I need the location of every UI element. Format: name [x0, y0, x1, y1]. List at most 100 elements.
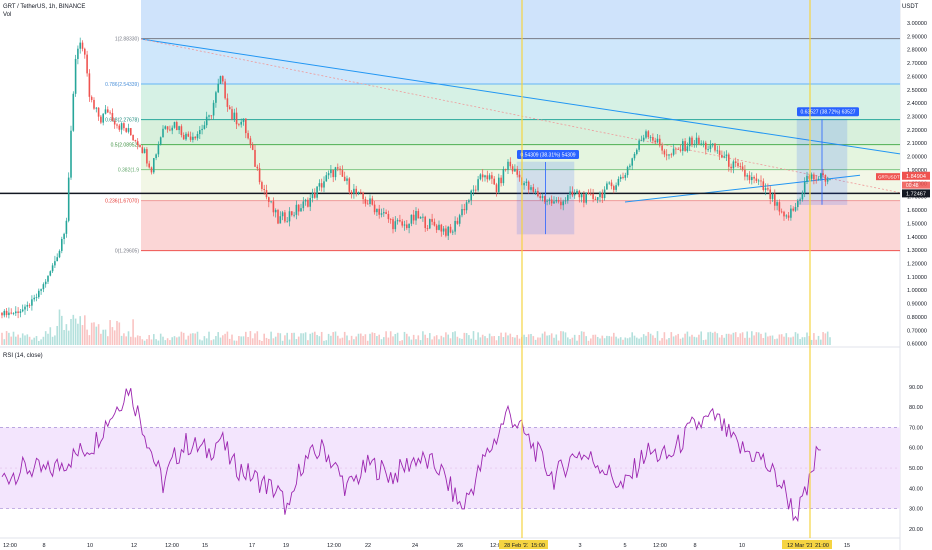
- time-highlight-label: 15:00: [531, 543, 545, 549]
- volume-bar: [475, 339, 477, 345]
- fib-level-label: 1(2.88330): [115, 37, 140, 43]
- candle-body: [251, 144, 254, 150]
- volume-bar: [288, 339, 291, 345]
- candle-body: [633, 154, 636, 159]
- volume-bar: [553, 337, 555, 345]
- volume-bar: [732, 332, 735, 345]
- fib-zone-above: [141, 0, 900, 39]
- candle-body: [350, 191, 353, 194]
- volume-bar: [801, 337, 804, 345]
- rsi-tick-label: 50.00: [909, 466, 923, 472]
- volume-bar: [226, 331, 229, 345]
- volume-bar: [249, 331, 252, 345]
- candle-body: [613, 186, 615, 190]
- volume-bar: [548, 335, 551, 345]
- candle-body: [672, 148, 675, 155]
- candle-body: [500, 177, 502, 184]
- volume-bar: [675, 335, 677, 345]
- volume-legend[interactable]: Vol: [3, 12, 12, 18]
- volume-bar: [698, 334, 700, 345]
- candle-body: [553, 201, 555, 204]
- volume-bar: [412, 334, 415, 345]
- fib-level-label: 0.618(2.27678): [105, 118, 139, 124]
- candle-body: [422, 216, 424, 218]
- candle-body: [449, 226, 452, 233]
- volume-bar: [389, 331, 392, 345]
- candle-body: [362, 192, 364, 200]
- volume-bar: [569, 339, 571, 345]
- candle-body: [780, 211, 783, 213]
- time-tick-label: 10: [87, 543, 93, 549]
- time-tick-label: 26: [457, 543, 463, 549]
- candle-body: [95, 107, 98, 109]
- volume-bar: [406, 333, 408, 345]
- candle-body: [470, 190, 472, 201]
- candle-body: [399, 220, 401, 222]
- rsi-tick-label: 70.00: [909, 425, 923, 431]
- price-tick-label: 0.80000: [907, 315, 927, 321]
- volume-bar: [629, 337, 631, 345]
- volume-bar: [385, 331, 387, 345]
- volume-bar: [107, 336, 109, 345]
- candle-body: [534, 190, 537, 192]
- volume-bar: [254, 333, 256, 345]
- candle-body: [514, 168, 516, 172]
- hline-price-text: 1.72467: [906, 191, 926, 197]
- volume-bar: [380, 339, 383, 345]
- volume-bar: [774, 339, 776, 345]
- candle-body: [728, 154, 730, 167]
- price-tick-label: 2.00000: [907, 155, 927, 161]
- time-tick-label: 22: [365, 543, 371, 549]
- volume-bar: [222, 335, 224, 345]
- candle-body: [716, 150, 719, 152]
- candle-body: [707, 149, 709, 150]
- volume-bar: [33, 337, 35, 345]
- volume-bar: [583, 331, 585, 345]
- time-tick-label: 8: [42, 543, 45, 549]
- candle-body: [642, 137, 645, 141]
- candle-body: [433, 221, 436, 226]
- candle-body: [447, 226, 449, 236]
- volume-bar: [189, 333, 192, 345]
- volume-bar: [97, 324, 100, 345]
- candle-body: [659, 138, 661, 146]
- candle-body: [440, 224, 443, 232]
- volume-bar: [799, 339, 801, 345]
- price-range-label: 0.54309 (38.31%) 54309: [520, 152, 575, 158]
- symbol-title[interactable]: GRT / TetherUS, 1h, BINANCE: [3, 4, 86, 10]
- fib-zone-0.786: [141, 84, 900, 120]
- candle-body: [541, 196, 544, 199]
- volume-bar: [316, 334, 318, 345]
- candle-body: [169, 129, 171, 131]
- volume-bar: [571, 337, 574, 345]
- volume-bar: [594, 334, 597, 345]
- candle-body: [51, 265, 54, 272]
- rsi-legend[interactable]: RSI (14, close): [3, 353, 43, 359]
- candle-body: [544, 196, 546, 202]
- price-tick-label: 1.50000: [907, 221, 927, 227]
- volume-bar: [764, 332, 767, 345]
- candle-body: [208, 115, 210, 117]
- candle-body: [748, 175, 751, 181]
- candle-body: [580, 194, 583, 198]
- volume-bar: [293, 332, 295, 345]
- candle-body: [247, 133, 249, 139]
- volume-bar: [403, 331, 406, 345]
- candle-body: [281, 212, 284, 217]
- candle-body: [35, 297, 38, 298]
- volume-bar: [771, 335, 774, 345]
- candle-body: [97, 107, 100, 117]
- candle-body: [111, 113, 114, 121]
- volume-bar: [196, 331, 199, 345]
- candle-body: [507, 161, 509, 171]
- volume-bar: [580, 331, 583, 345]
- candle-body: [569, 191, 571, 195]
- candle-body: [438, 224, 440, 230]
- price-tick-label: 0.90000: [907, 302, 927, 308]
- candle-body: [254, 149, 256, 167]
- volume-bar: [31, 339, 33, 345]
- candle-body: [366, 203, 369, 205]
- volume-bar: [95, 326, 98, 345]
- candle-body: [196, 134, 199, 139]
